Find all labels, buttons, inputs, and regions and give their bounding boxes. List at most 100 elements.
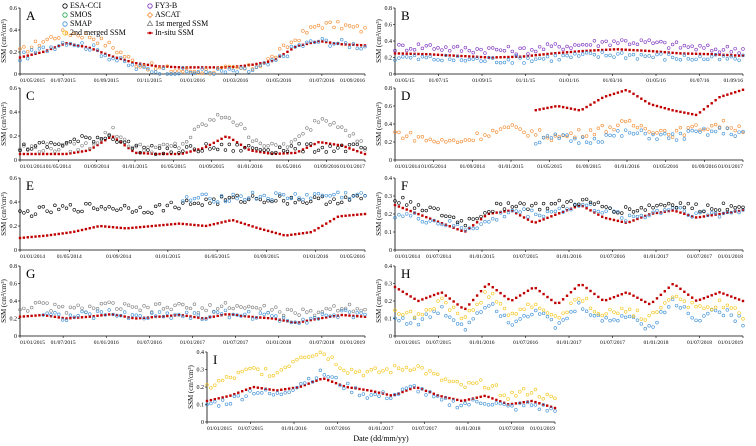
point-in-situ-ssm — [491, 212, 494, 215]
point-in-situ-ssm — [526, 289, 530, 292]
point-esa-cci — [686, 201, 690, 206]
point-ascat — [181, 69, 185, 74]
point-in-situ-ssm — [651, 300, 655, 304]
point-ascat — [655, 131, 659, 135]
point-2nd-merged-ssm — [565, 310, 569, 315]
point-2nd-merged-ssm — [479, 378, 483, 382]
point-in-situ-ssm — [644, 99, 647, 103]
point-in-situ-ssm — [53, 152, 57, 156]
point-1st-merged-ssm — [91, 306, 96, 310]
point-in-situ-ssm — [38, 314, 41, 317]
point-1st-merged-ssm — [161, 307, 166, 311]
point-smap — [416, 322, 421, 327]
point-esa-cci — [41, 205, 45, 209]
point-smap — [181, 66, 185, 70]
point-smap — [420, 386, 424, 391]
point-esa-cci — [266, 148, 270, 152]
point-ascat — [309, 25, 313, 29]
point-2nd-merged-ssm — [396, 366, 401, 370]
point-in-situ-ssm — [636, 217, 639, 221]
point-2nd-merged-ssm — [448, 308, 452, 312]
point-ascat — [604, 130, 608, 134]
point-in-situ-ssm — [146, 63, 150, 67]
x-tick-label: 01/07/2017 — [412, 426, 437, 432]
point-2nd-merged-ssm — [342, 368, 346, 373]
point-ascat — [667, 132, 671, 137]
point-in-situ-ssm — [522, 55, 526, 58]
point-esa-cci — [351, 142, 356, 146]
point-fy3-b — [627, 42, 632, 47]
point-smap — [250, 68, 255, 72]
point-esa-cci — [405, 203, 409, 207]
point-smap — [670, 132, 675, 136]
point-2nd-merged-ssm — [361, 373, 366, 378]
point-smap — [663, 310, 667, 315]
x-tick-label: 01/01/2019 — [530, 426, 555, 432]
point-in-situ-ssm — [239, 314, 243, 317]
point-in-situ-ssm — [305, 319, 309, 323]
point-esa-cci — [324, 202, 328, 207]
point-smap — [408, 321, 413, 325]
point-in-situ-ssm — [220, 137, 223, 141]
point-esa-cci — [281, 199, 286, 203]
point-fy3-b — [463, 45, 468, 50]
point-smap — [573, 309, 577, 314]
point-in-situ-ssm — [100, 51, 103, 54]
point-1st-merged-ssm — [157, 302, 162, 306]
point-fy3-b — [565, 44, 569, 49]
point-in-situ-ssm — [690, 296, 694, 299]
point-fy3-b — [588, 43, 593, 47]
point-smap — [639, 322, 644, 326]
point-1st-merged-ssm — [146, 145, 150, 150]
point-in-situ-ssm — [266, 229, 270, 233]
point-esa-cci — [126, 139, 131, 144]
point-in-situ-ssm — [221, 396, 224, 399]
point-1st-merged-ssm — [258, 307, 263, 311]
point-ascat — [219, 65, 224, 70]
point-in-situ-ssm — [251, 225, 254, 228]
point-in-situ-ssm — [363, 212, 367, 216]
point-fy3-b — [393, 48, 397, 53]
point-2nd-merged-ssm — [455, 311, 460, 316]
point-1st-merged-ssm — [192, 302, 197, 306]
point-in-situ-ssm — [655, 211, 659, 215]
y-tick-label: 0.1 — [197, 403, 205, 409]
point-esa-cci — [91, 206, 96, 210]
point-smap — [258, 194, 263, 199]
point-ascat — [122, 55, 127, 59]
point-smap — [537, 56, 542, 60]
point-ascat — [549, 138, 554, 143]
point-esa-cci — [316, 148, 321, 153]
point-smap — [620, 314, 624, 318]
point-esa-cci — [212, 146, 216, 150]
point-esa-cci — [250, 194, 255, 198]
point-1st-merged-ssm — [247, 304, 251, 309]
point-ascat — [670, 135, 675, 139]
point-smap — [608, 318, 612, 323]
point-esa-cci — [651, 206, 655, 210]
point-smap — [306, 376, 311, 381]
point-esa-cci — [76, 139, 80, 144]
point-esa-cci — [420, 208, 425, 213]
point-2nd-merged-ssm — [295, 357, 299, 362]
point-ascat — [103, 44, 107, 48]
x-tick-label: 01/01/2014 — [395, 164, 420, 170]
point-smap — [627, 314, 632, 319]
point-in-situ-ssm — [34, 152, 37, 156]
point-smap — [347, 197, 352, 201]
point-smap — [444, 223, 448, 228]
point-in-situ-ssm — [305, 146, 309, 149]
point-smap — [316, 317, 321, 321]
point-1st-merged-ssm — [320, 117, 325, 121]
point-smap — [239, 66, 243, 70]
point-in-situ-ssm — [181, 66, 185, 69]
point-in-situ-ssm — [169, 223, 173, 226]
point-ascat — [584, 134, 589, 138]
point-1st-merged-ssm — [99, 302, 104, 306]
point-in-situ-ssm — [663, 290, 666, 293]
point-in-situ-ssm — [220, 221, 223, 224]
point-esa-cci — [301, 149, 305, 154]
point-smap — [627, 131, 632, 135]
point-in-situ-ssm — [259, 316, 262, 319]
